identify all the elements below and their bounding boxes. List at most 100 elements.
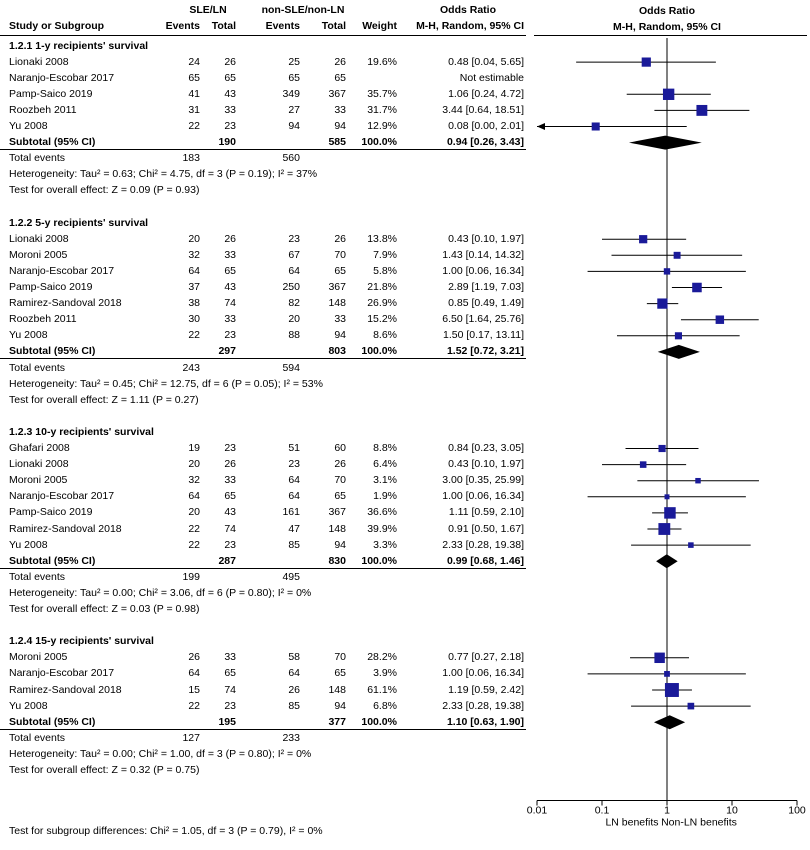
subtotal-total-1: 190 [218, 136, 236, 149]
total-2: 148 [328, 522, 346, 535]
odds-ratio-ci: 1.00 [0.06, 16.34] [442, 264, 524, 277]
study-name: Pamp-Saico 2019 [9, 281, 93, 293]
events-2: 82 [288, 297, 300, 310]
subgroup-title: 1.2.1 1-y recipients' survival [9, 39, 149, 52]
events-1: 64 [188, 264, 200, 277]
total-2: 33 [334, 103, 346, 116]
study-marker [663, 268, 671, 275]
study-name: Lionaki 2008 [9, 458, 69, 471]
total-1: 74 [224, 522, 236, 535]
events-2: 23 [288, 458, 300, 471]
weight: 28.2% [367, 651, 397, 664]
weight: 36.6% [367, 506, 397, 519]
weight: 1.9% [373, 490, 397, 503]
events-2: 349 [282, 87, 300, 100]
study-marker [658, 444, 666, 453]
study-name: Lionaki 2008 [9, 55, 69, 68]
subtotal-weight: 100.0% [361, 136, 397, 149]
weight: 35.7% [367, 87, 397, 100]
study-name: Ramirez-Sandoval 2018 [9, 522, 122, 535]
forest-table: SLE/LN non-SLE/non-LN Odds Ratio Study o… [0, 4, 526, 837]
subtotal-weight: 100.0% [361, 554, 397, 567]
total-1: 23 [224, 442, 236, 454]
events-2: 58 [288, 651, 300, 664]
subgroup-title: 1.2.4 15-y recipients' survival [9, 635, 154, 648]
events-2: 250 [282, 281, 300, 293]
odds-ratio-ci: 6.50 [1.64, 25.76] [442, 313, 524, 326]
study-marker [664, 507, 676, 519]
total-1: 23 [224, 538, 236, 551]
subtotal-label: Subtotal (95% CI) [9, 136, 96, 149]
subtotal-ci: 0.99 [0.68, 1.46] [446, 554, 524, 567]
subtotal-weight: 100.0% [361, 715, 397, 728]
subtotal-total-1: 297 [218, 345, 236, 358]
total-2: 26 [334, 55, 346, 68]
overall-effect: Test for overall effect: Z = 0.03 (P = 0… [9, 603, 200, 615]
overall-effect: Test for overall effect: Z = 1.11 (P = 0… [9, 393, 199, 406]
weight: 6.4% [373, 458, 397, 471]
odds-ratio-ci: 2.33 [0.28, 19.38] [442, 699, 524, 712]
total-1: 43 [224, 87, 236, 100]
total-2: 70 [334, 474, 346, 487]
events-1: 15 [188, 683, 200, 696]
total-events-2: 495 [282, 570, 300, 583]
odds-ratio-ci: 2.89 [1.19, 7.03] [448, 281, 524, 293]
total-2: 94 [334, 699, 346, 712]
events-2: 85 [288, 699, 300, 712]
subtotal-ci: 1.10 [0.63, 1.90] [446, 715, 524, 728]
events-1: 38 [188, 297, 200, 310]
study-name: Naranjo-Escobar 2017 [9, 71, 115, 84]
events-2: 161 [282, 506, 300, 519]
total-1: 33 [224, 651, 236, 664]
study-marker [664, 683, 679, 697]
total-2: 26 [334, 232, 346, 245]
weight: 15.2% [367, 313, 397, 326]
total-2: 70 [334, 651, 346, 664]
weight: 7.9% [373, 248, 397, 261]
total-events-2: 560 [282, 152, 300, 165]
events-2: 88 [288, 329, 300, 342]
events-1: 19 [188, 442, 200, 454]
odds-ratio-ci: 0.85 [0.49, 1.49] [448, 297, 524, 310]
events-1: 20 [188, 506, 200, 519]
plot-title: Odds Ratio [639, 5, 695, 17]
weight: 6.8% [373, 699, 397, 712]
study-name: Naranjo-Escobar 2017 [9, 264, 115, 277]
study-name: Yu 2008 [9, 329, 48, 342]
overall-effect: Test for overall effect: Z = 0.09 (P = 0… [9, 184, 200, 197]
weight: 21.8% [367, 281, 397, 293]
events-2: 47 [288, 522, 300, 535]
study-marker [673, 251, 681, 259]
total-events-1: 199 [182, 570, 200, 583]
total-1: 65 [224, 71, 236, 84]
total-events-2: 594 [282, 361, 300, 374]
study-marker [641, 57, 651, 67]
study-name: Naranjo-Escobar 2017 [9, 667, 115, 680]
subgroup-title: 1.2.3 10-y recipients' survival [9, 425, 154, 438]
study-marker [639, 235, 648, 244]
total-1: 26 [224, 458, 236, 471]
events-2: 64 [288, 667, 300, 680]
events-1: 22 [188, 329, 200, 342]
study-marker [695, 477, 701, 484]
odds-ratio-ci: 0.77 [0.27, 2.18] [448, 651, 524, 664]
subtotal-rule [0, 149, 526, 151]
study-name: Lionaki 2008 [9, 232, 69, 245]
odds-ratio-ci: 1.11 [0.59, 2.10] [448, 506, 524, 519]
total-2: 94 [334, 120, 346, 132]
total-events-label: Total events [9, 731, 66, 744]
odds-ratio-ci: 2.33 [0.28, 19.38] [442, 538, 524, 551]
events-2: 94 [288, 120, 300, 132]
total-events-label: Total events [9, 361, 66, 374]
study-name: Yu 2008 [9, 699, 48, 712]
study-marker [658, 523, 671, 535]
weight: 13.8% [367, 232, 397, 245]
total-2: 148 [328, 297, 346, 310]
study-marker [674, 332, 682, 340]
events-1: 32 [188, 474, 200, 487]
study-marker [662, 88, 675, 100]
header-or-method: M-H, Random, 95% CI [416, 20, 524, 32]
events-1: 31 [188, 103, 200, 116]
total-1: 74 [224, 297, 236, 310]
events-2: 25 [288, 55, 300, 68]
